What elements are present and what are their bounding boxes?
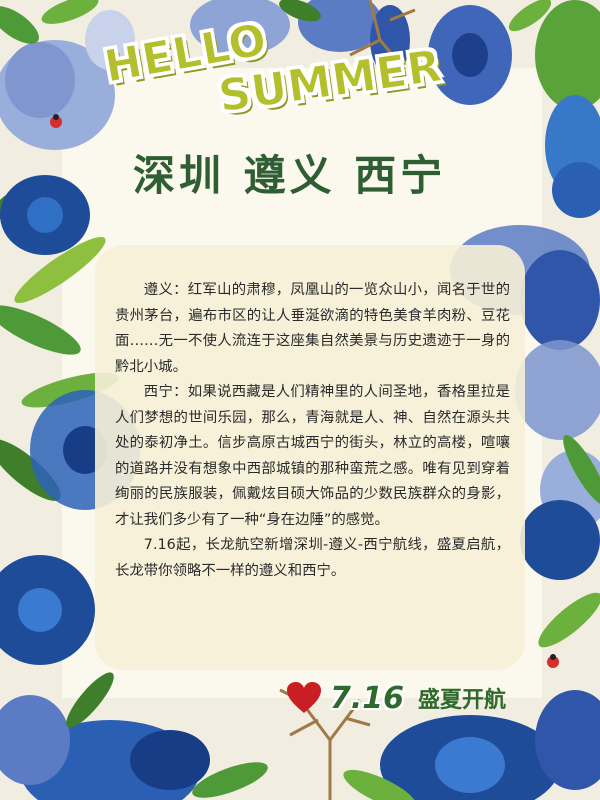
paragraph-xining: 西宁：如果说西藏是人们精神里的人间圣地，香格里拉是人们梦想的世间乐园，那么，青海…: [115, 384, 510, 528]
launch-date: 7.16: [330, 680, 405, 716]
heart-icon: [287, 682, 321, 713]
body-text: 遵义：红军山的肃穆，凤凰山的一览众山小，闻名于世的贵州茅台，遍布市区的让人垂涎欲…: [115, 278, 510, 584]
branch-icon: [349, 0, 416, 71]
slogan-text: 盛夏开航: [418, 688, 507, 713]
cities-title: 深圳 遵义 西宁: [133, 151, 447, 200]
blue-flower-icon: [0, 175, 90, 255]
ladybug-icon: [50, 114, 62, 128]
footer-slogan: 7.16 盛夏开航: [286, 678, 506, 718]
leaf-icon: [538, 435, 600, 648]
paragraph-zunyi: 遵义：红军山的肃穆，凤凰山的一览众山小，闻名于世的贵州茅台，遍布市区的让人垂涎欲…: [115, 282, 510, 375]
paragraph-route: 7.16起，长龙航空新增深圳-遵义-西宁航线，盛夏启航，长龙带你领略不一样的遵义…: [115, 537, 510, 579]
blue-flower-icon: [0, 10, 135, 150]
text-background: [95, 245, 525, 670]
blue-flower-icon: [0, 690, 600, 800]
leaf-icon: [66, 672, 417, 800]
leaf-icon: [279, 0, 552, 32]
ladybug-icon: [547, 654, 559, 668]
